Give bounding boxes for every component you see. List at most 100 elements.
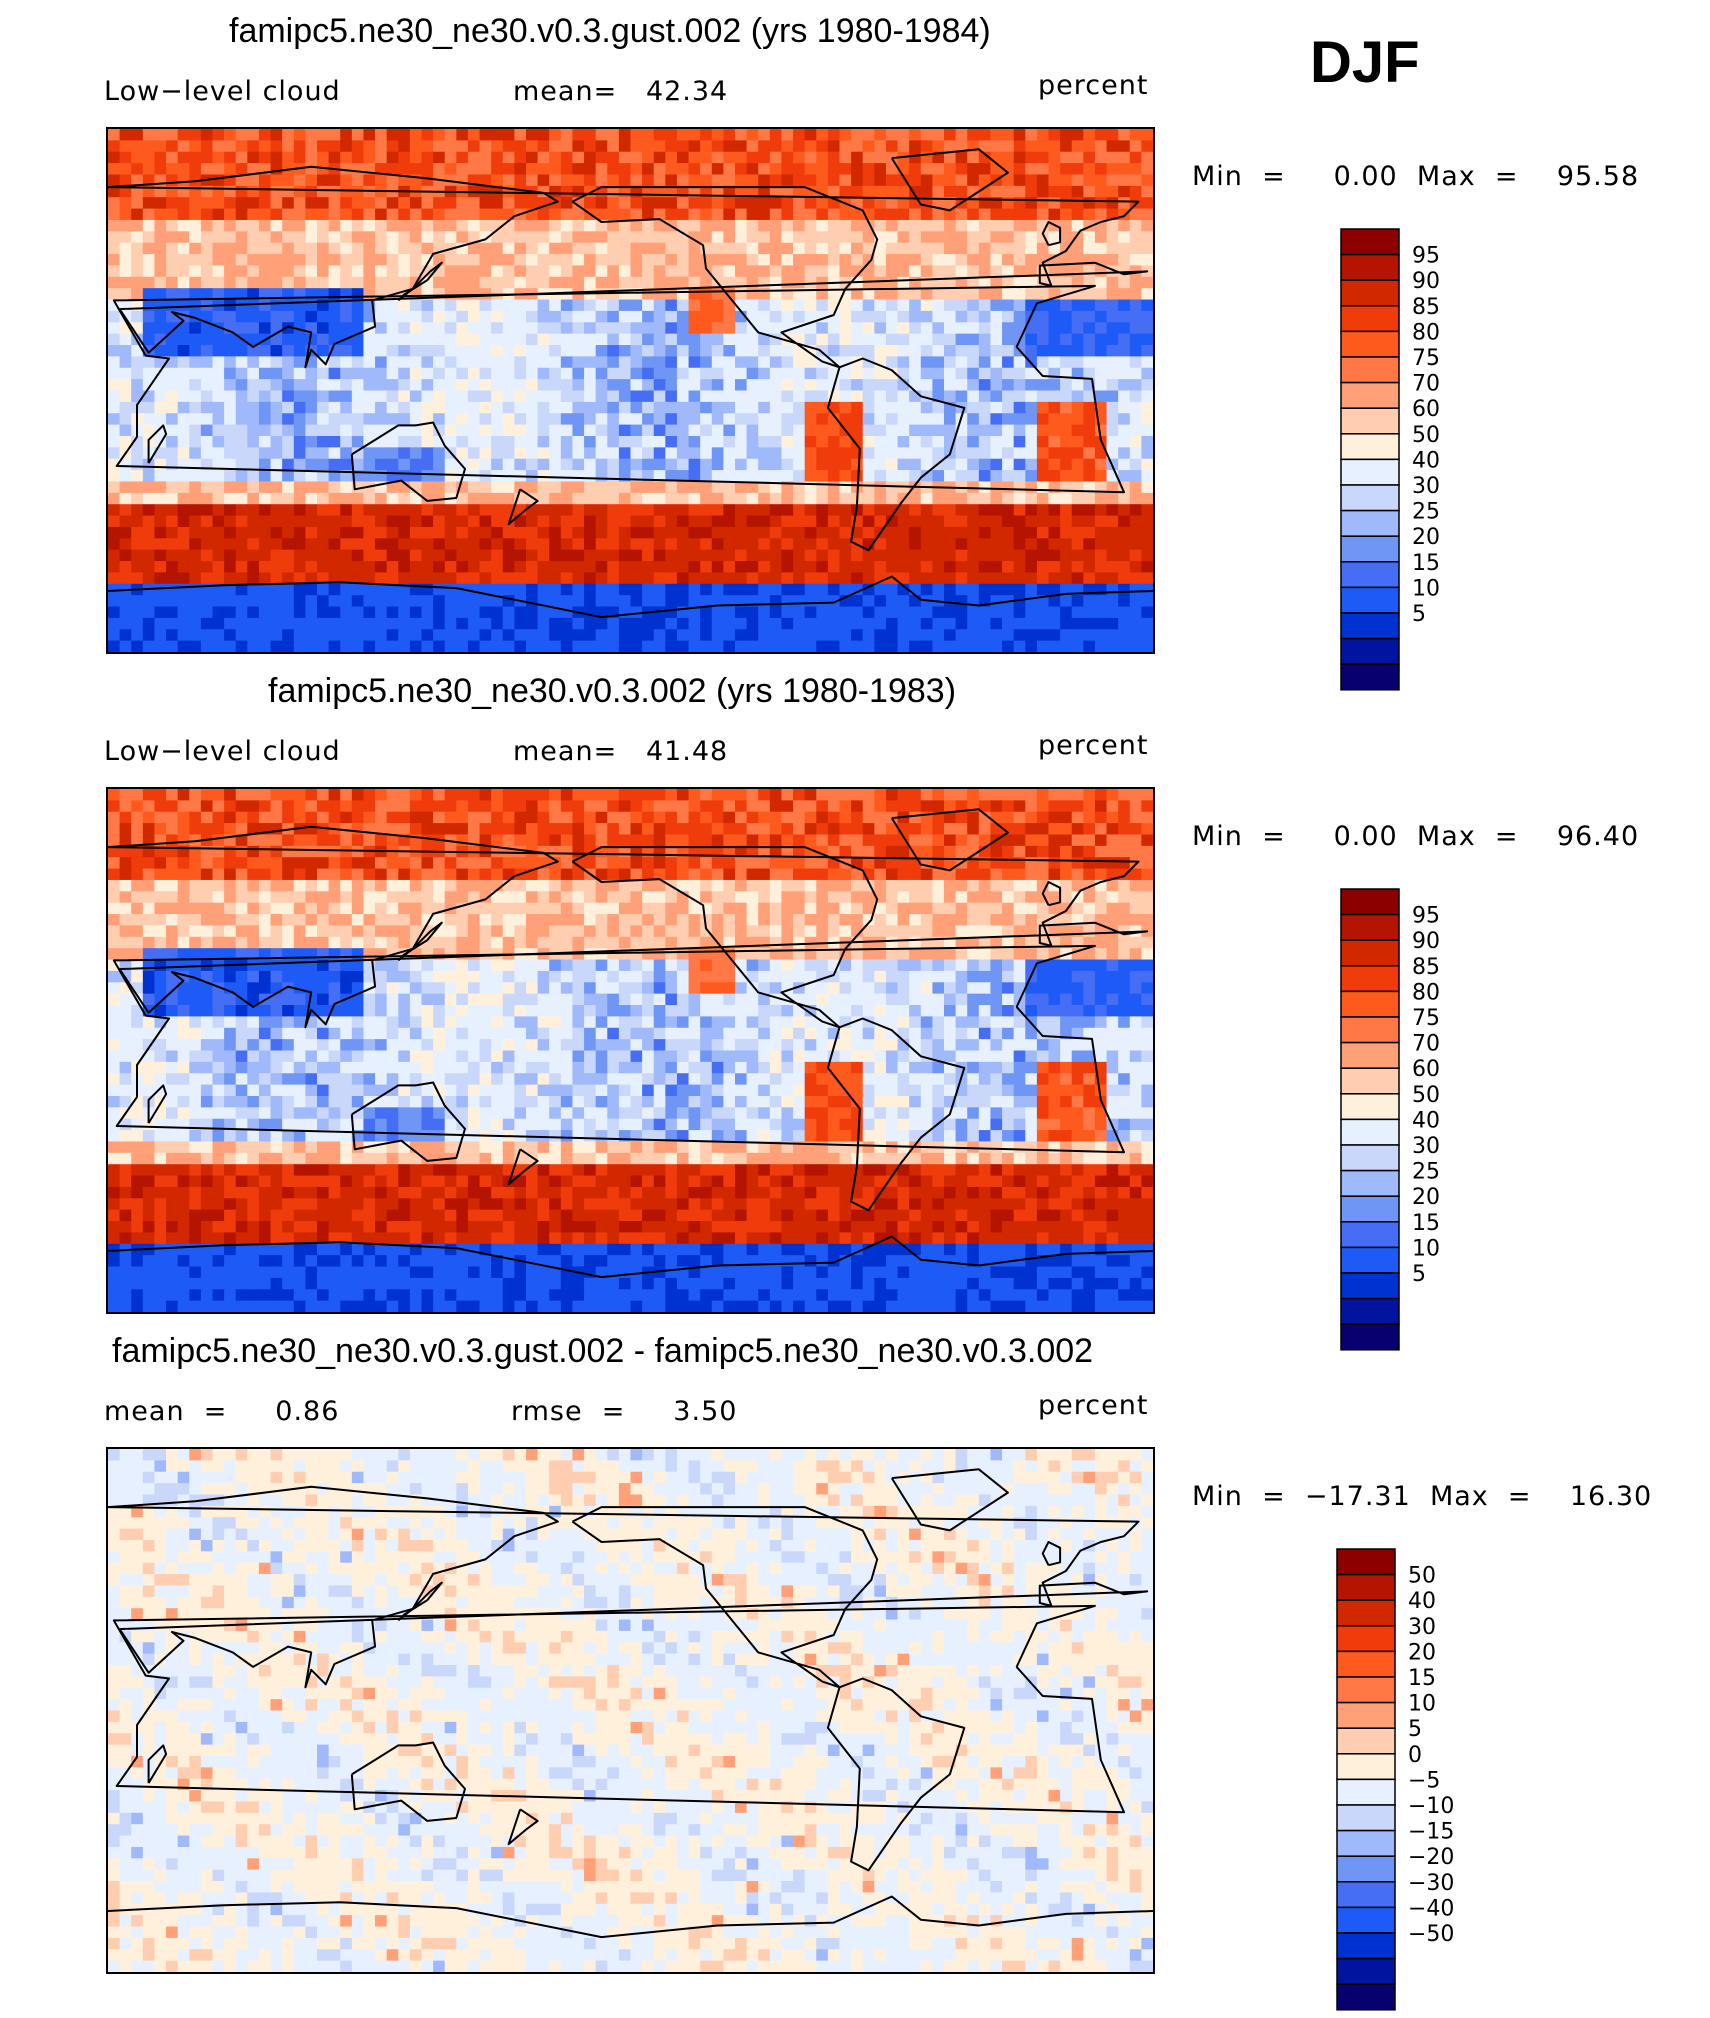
map-1-cell (920, 390, 933, 403)
map-1-cell (224, 538, 237, 551)
map-1-cell (317, 583, 330, 596)
map-2-cell (1106, 857, 1119, 870)
map-1-cell (166, 379, 179, 392)
map-1-cell (746, 299, 759, 312)
map-1-cell (607, 561, 620, 574)
map-1-cell (642, 481, 655, 494)
map-1-cell (502, 197, 515, 210)
map-1-cell (595, 413, 608, 426)
map-1-cell (1094, 197, 1108, 210)
map-1-cell (897, 265, 910, 278)
map-2-cell (398, 811, 411, 824)
map-1-cell (421, 549, 434, 562)
map-1-cell (1071, 174, 1084, 187)
map-1-cell (456, 299, 469, 312)
map-1-cell (131, 288, 144, 301)
map-1-cell (375, 515, 388, 528)
map-1-cell (885, 492, 899, 505)
map-2-cell (1129, 834, 1142, 847)
map-1-cell (897, 345, 910, 357)
map-1-cell (944, 208, 957, 221)
map-1-cell (1094, 231, 1108, 244)
map-1-cell (537, 242, 550, 255)
map-1-cell (549, 504, 562, 517)
map-2-cell (142, 823, 156, 836)
map-2-cell (851, 811, 864, 824)
map-1-cell (653, 606, 666, 619)
map-1-cell (1036, 254, 1050, 267)
map-1-cell (235, 515, 248, 528)
map-1-cell (804, 151, 817, 164)
map-2-cell (584, 879, 597, 892)
map-1-cell (491, 219, 504, 232)
map-1-cell (189, 561, 202, 574)
map-1-cell (607, 333, 620, 346)
panel-2-map (106, 787, 1155, 1314)
map-2-cell (920, 868, 933, 881)
map-1-cell (409, 492, 423, 505)
map-1-cell (479, 549, 492, 562)
map-1-cell (1013, 413, 1026, 426)
map-1-cell (1025, 322, 1038, 335)
map-1-cell (305, 549, 318, 562)
map-2-cell (723, 789, 736, 801)
map-2-cell (154, 857, 167, 870)
map-1-cell (421, 481, 434, 494)
map-2-cell (990, 879, 1003, 892)
colorbar-1-tick-label: 30 (1412, 474, 1440, 499)
map-1-cell (340, 151, 353, 164)
map-1-cell (560, 595, 574, 608)
map-1-cell (328, 538, 341, 551)
map-1-cell (200, 129, 214, 141)
map-1-cell (1060, 276, 1073, 289)
map-1-cell (1060, 515, 1073, 528)
map-2-cell (618, 879, 632, 892)
map-1-cell (862, 310, 875, 323)
map-1-cell (665, 435, 678, 448)
map-1-cell (967, 538, 980, 551)
map-1-cell (375, 367, 388, 380)
map-2-cell (781, 800, 794, 813)
map-1-cell (572, 265, 585, 278)
map-1-cell (630, 174, 643, 187)
map-2-cell (990, 811, 1003, 824)
colorbar-1-tick-label: 10 (1412, 576, 1440, 601)
map-1-cell (1071, 367, 1084, 380)
map-1-cell (549, 458, 562, 471)
map-1-cell (990, 345, 1003, 357)
map-1-cell (909, 254, 922, 267)
map-1-cell (305, 447, 318, 460)
map-1-cell (328, 276, 341, 289)
map-1-cell (189, 310, 202, 323)
map-1-cell (398, 583, 411, 596)
map-1-cell (386, 299, 399, 312)
map-1-cell (665, 265, 678, 278)
map-1-cell (1025, 163, 1038, 176)
map-2-cell (108, 845, 121, 858)
map-1-cell (1106, 219, 1119, 232)
map-1-cell (746, 333, 759, 346)
map-1-cell (1129, 492, 1142, 505)
map-1-cell (1141, 504, 1153, 517)
map-1-cell (467, 163, 481, 176)
map-2-cell (816, 811, 829, 824)
map-1-cell (676, 447, 690, 460)
map-2-cell (723, 823, 736, 836)
map-1-cell (932, 435, 945, 448)
map-1-cell (781, 345, 794, 357)
map-1-cell (1129, 470, 1142, 483)
map-1-cell (258, 413, 272, 426)
map-1-cell (1129, 174, 1142, 187)
map-2-cell (758, 845, 771, 858)
map-1-cell (235, 617, 248, 630)
map-1-cell (885, 538, 899, 551)
map-1-cell (212, 310, 225, 323)
map-1-cell (676, 549, 690, 562)
map-2-cell (607, 789, 620, 801)
map-1-cell (212, 185, 225, 198)
map-1-cell (421, 424, 434, 437)
map-1-cell (967, 299, 980, 312)
map-2-cell (119, 879, 132, 892)
map-1-cell (723, 481, 736, 494)
map-1-cell (340, 197, 353, 210)
